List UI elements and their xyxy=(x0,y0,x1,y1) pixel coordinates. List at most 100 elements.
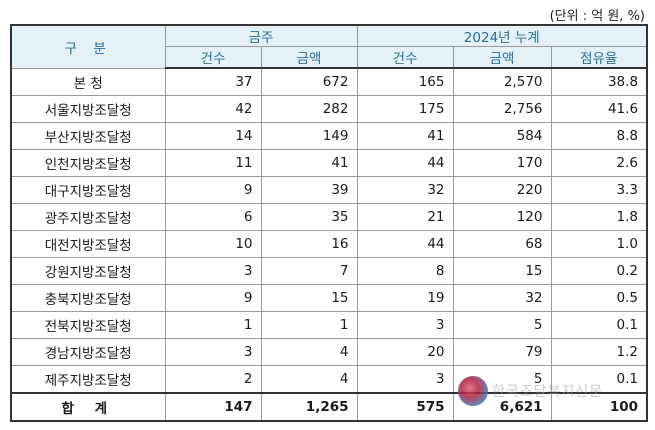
cell-ytd-count: 3 xyxy=(356,365,454,394)
table-row: 서울지방조달청 42 282 175 2,756 41.6 xyxy=(10,95,648,123)
header-group-ytd: 2024년 누계 xyxy=(356,24,648,47)
cell-ytd-share: 8.8 xyxy=(550,122,648,150)
cell-ytd-amount: 32 xyxy=(452,284,552,312)
cell-week-amount: 282 xyxy=(260,95,358,123)
cell-week-amount: 39 xyxy=(260,176,358,204)
cell-ytd-share: 0.2 xyxy=(550,257,648,285)
cell-week-count: 9 xyxy=(164,176,262,204)
header-week-amount: 금액 xyxy=(260,46,358,69)
cell-ytd-share: 1.0 xyxy=(550,230,648,258)
cell-week-amount: 149 xyxy=(260,122,358,150)
cell-week-amount: 41 xyxy=(260,149,358,177)
cell-week-amount: 15 xyxy=(260,284,358,312)
cell-ytd-count: 3 xyxy=(356,311,454,339)
cell-ytd-count: 41 xyxy=(356,122,454,150)
cell-ytd-share: 1.2 xyxy=(550,338,648,366)
header-ytd-share: 점유율 xyxy=(550,46,648,69)
cell-week-count: 3 xyxy=(164,338,262,366)
cell-ytd-share: 3.3 xyxy=(550,176,648,204)
cell-week-count: 1 xyxy=(164,311,262,339)
cell-ytd-share: 1.8 xyxy=(550,203,648,231)
cell-ytd-amount: 120 xyxy=(452,203,552,231)
cell-week-amount: 1 xyxy=(260,311,358,339)
cell-ytd-count: 21 xyxy=(356,203,454,231)
cell-ytd-count: 165 xyxy=(356,67,454,96)
cell-ytd-share: 0.1 xyxy=(550,311,648,339)
cell-week-amount: 4 xyxy=(260,338,358,366)
cell-week-count: 6 xyxy=(164,203,262,231)
cell-week-amount: 4 xyxy=(260,365,358,394)
table-row: 인천지방조달청 11 41 44 170 2.6 xyxy=(10,149,648,177)
table-row: 대전지방조달청 10 16 44 68 1.0 xyxy=(10,230,648,258)
cell-ytd-share: 41.6 xyxy=(550,95,648,123)
cell-week-count: 42 xyxy=(164,95,262,123)
cell-ytd-count: 19 xyxy=(356,284,454,312)
cell-ytd-count: 8 xyxy=(356,257,454,285)
cell-ytd-amount: 15 xyxy=(452,257,552,285)
cell-ytd-count: 32 xyxy=(356,176,454,204)
cell-ytd-count: 44 xyxy=(356,230,454,258)
row-name: 경남지방조달청 xyxy=(10,338,166,366)
cell-ytd-amount: 2,756 xyxy=(452,95,552,123)
table-row: 제주지방조달청 2 4 3 5 0.1 xyxy=(10,365,648,394)
table-row: 충북지방조달청 9 15 19 32 0.5 xyxy=(10,284,648,312)
cell-week-amount: 672 xyxy=(260,67,358,96)
cell-week-count: 11 xyxy=(164,149,262,177)
total-label: 합 계 xyxy=(10,392,166,422)
cell-week-amount: 16 xyxy=(260,230,358,258)
row-name: 대구지방조달청 xyxy=(10,176,166,204)
row-name: 강원지방조달청 xyxy=(10,257,166,285)
table-row: 전북지방조달청 1 1 3 5 0.1 xyxy=(10,311,648,339)
cell-week-count: 3 xyxy=(164,257,262,285)
cell-ytd-amount: 170 xyxy=(452,149,552,177)
total-week-count: 147 xyxy=(164,392,262,422)
cell-ytd-amount: 2,570 xyxy=(452,67,552,96)
header-gubun: 구 분 xyxy=(10,24,166,69)
table-row: 부산지방조달청 14 149 41 584 8.8 xyxy=(10,122,648,150)
row-name: 본 청 xyxy=(10,67,166,96)
cell-ytd-amount: 5 xyxy=(452,365,552,394)
table-row: 본 청 37 672 165 2,570 38.8 xyxy=(10,67,648,96)
table-row: 대구지방조달청 9 39 32 220 3.3 xyxy=(10,176,648,204)
table-row: 경남지방조달청 3 4 20 79 1.2 xyxy=(10,338,648,366)
total-ytd-count: 575 xyxy=(356,392,454,422)
cell-ytd-count: 44 xyxy=(356,149,454,177)
cell-ytd-count: 175 xyxy=(356,95,454,123)
cell-ytd-share: 0.1 xyxy=(550,365,648,394)
cell-ytd-amount: 68 xyxy=(452,230,552,258)
row-name: 전북지방조달청 xyxy=(10,311,166,339)
header-ytd-amount: 금액 xyxy=(452,46,552,69)
row-name: 부산지방조달청 xyxy=(10,122,166,150)
table-row: 강원지방조달청 3 7 8 15 0.2 xyxy=(10,257,648,285)
row-name: 광주지방조달청 xyxy=(10,203,166,231)
total-row: 합 계 147 1,265 575 6,621 100 xyxy=(10,392,648,422)
cell-week-count: 2 xyxy=(164,365,262,394)
cell-ytd-share: 2.6 xyxy=(550,149,648,177)
cell-ytd-count: 20 xyxy=(356,338,454,366)
cell-week-count: 37 xyxy=(164,67,262,96)
total-week-amount: 1,265 xyxy=(260,392,358,422)
cell-ytd-amount: 5 xyxy=(452,311,552,339)
cell-ytd-amount: 584 xyxy=(452,122,552,150)
header-group-week: 금주 xyxy=(164,24,358,47)
cell-ytd-amount: 220 xyxy=(452,176,552,204)
row-name: 대전지방조달청 xyxy=(10,230,166,258)
row-name: 서울지방조달청 xyxy=(10,95,166,123)
unit-note: (단위 : 억 원, %) xyxy=(549,9,645,24)
cell-ytd-share: 0.5 xyxy=(550,284,648,312)
cell-ytd-amount: 79 xyxy=(452,338,552,366)
row-name: 충북지방조달청 xyxy=(10,284,166,312)
cell-week-count: 10 xyxy=(164,230,262,258)
row-name: 제주지방조달청 xyxy=(10,365,166,394)
cell-week-amount: 35 xyxy=(260,203,358,231)
total-ytd-share: 100 xyxy=(550,392,648,422)
cell-week-count: 14 xyxy=(164,122,262,150)
cell-week-count: 9 xyxy=(164,284,262,312)
cell-ytd-share: 38.8 xyxy=(550,67,648,96)
cell-week-amount: 7 xyxy=(260,257,358,285)
total-ytd-amount: 6,621 xyxy=(452,392,552,422)
procurement-table: 구 분 금주 2024년 누계 건수 금액 건수 금액 점유율 본 청 37 6… xyxy=(10,24,649,422)
header-week-count: 건수 xyxy=(164,46,262,69)
header-ytd-count: 건수 xyxy=(356,46,454,69)
row-name: 인천지방조달청 xyxy=(10,149,166,177)
